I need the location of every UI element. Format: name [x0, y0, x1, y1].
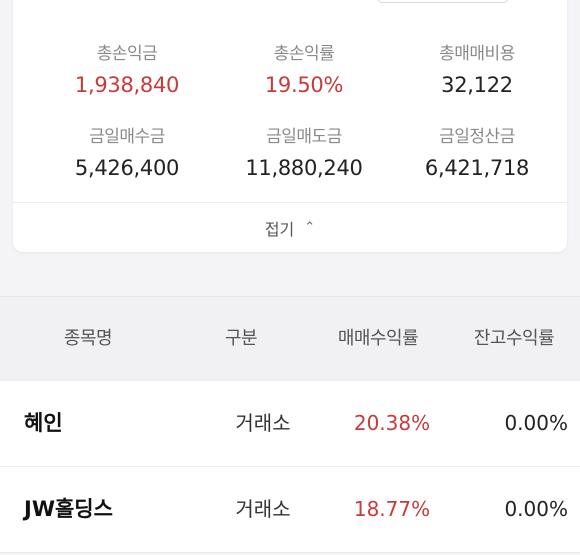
stock-market: 거래소 [235, 411, 291, 435]
stock-trade-return: 18.77% [353, 497, 431, 521]
table-row[interactable]: 혜인 거래소 20.38% 0.00% [0, 381, 580, 467]
stock-hold-return: 0.00% [504, 411, 568, 435]
stat-value: 32,122 [441, 73, 513, 97]
stat-label: 금일매도금 [266, 127, 342, 147]
stat-today-buy: 금일매수금 5,426,400 [35, 122, 219, 180]
stat-total-fee: 총매매비용 32,122 [385, 39, 569, 97]
top-tab-edge [378, 0, 508, 3]
stat-label: 총손익금 [96, 44, 158, 64]
stat-today-settle: 금일정산금 6,421,718 [385, 122, 569, 180]
stat-label: 총손익률 [273, 44, 335, 64]
stat-total-profit: 총손익금 1,938,840 [35, 39, 219, 97]
stock-hold-return: 0.00% [504, 497, 568, 521]
stat-value: 5,426,400 [74, 156, 180, 180]
header-market[interactable]: 구분 [224, 328, 258, 349]
stock-name: JW홀딩스 [24, 497, 113, 521]
stock-name: 혜인 [24, 411, 63, 435]
stat-label: 금일매수금 [89, 127, 165, 147]
header-hold-return[interactable]: 잔고수익률 [473, 328, 555, 349]
header-name[interactable]: 종목명 [63, 328, 113, 349]
collapse-label: 접기 [264, 220, 295, 239]
chevron-up-icon: ⌃ [304, 219, 316, 235]
table-row[interactable]: JW홀딩스 거래소 18.77% 0.00% [0, 467, 580, 553]
stock-trade-return: 20.38% [353, 411, 431, 435]
header-trade-return[interactable]: 매매수익률 [337, 328, 419, 349]
stat-label: 금일정산금 [439, 127, 515, 147]
stock-market: 거래소 [235, 497, 291, 521]
card-divider [13, 202, 567, 203]
stat-total-return: 총손익률 19.50% [212, 39, 396, 97]
stat-value: 19.50% [264, 73, 344, 97]
table-header: 종목명 구분 매매수익률 잔고수익률 [0, 296, 580, 381]
stat-label: 총매매비용 [439, 44, 515, 64]
stat-value: 6,421,718 [424, 156, 530, 180]
stat-value: 11,880,240 [245, 156, 363, 180]
collapse-button[interactable]: 접기 ⌃ [13, 213, 567, 243]
stat-today-sell: 금일매도금 11,880,240 [212, 122, 396, 180]
stat-value: 1,938,840 [74, 73, 180, 97]
summary-card: 총손익금 1,938,840 총손익률 19.50% 총매매비용 32,122 … [13, 0, 567, 252]
